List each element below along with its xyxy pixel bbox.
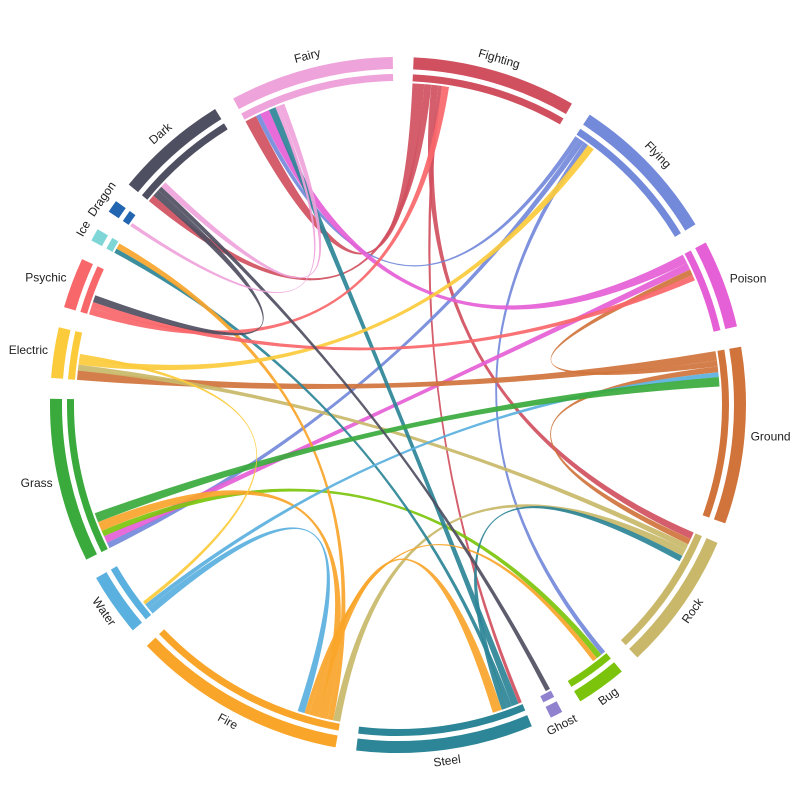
inner-arc-grass	[67, 399, 108, 553]
label-poison: Poison	[730, 271, 767, 285]
label-fire: Fire	[215, 710, 240, 732]
outer-arc-poison	[695, 242, 737, 330]
ribbon-fire-bug	[304, 544, 597, 715]
outer-arc-ghost	[545, 701, 563, 718]
ribbon-fire-grass	[98, 490, 341, 720]
ribbon-ground-poison	[550, 269, 718, 375]
inner-arc-electric	[68, 331, 83, 380]
inner-arc-ice	[106, 237, 119, 252]
label-grass: Grass	[21, 476, 53, 490]
ribbon-layer	[76, 83, 720, 722]
ribbon-electric-water	[79, 354, 258, 605]
ribbon-dark-psychic	[92, 190, 264, 336]
inner-arc-steel	[358, 704, 526, 737]
inner-arc-bug	[567, 653, 611, 687]
inner-arc-dragon	[122, 211, 136, 225]
label-ghost: Ghost	[544, 711, 579, 738]
outer-arc-rock	[629, 538, 718, 658]
label-ice: Ice	[73, 218, 93, 239]
label-layer: FightingFlyingPoisonGroundRockBugGhostSt…	[9, 46, 791, 770]
ribbon-poison-grass	[103, 263, 691, 543]
outer-arc-ice	[91, 229, 108, 247]
label-fighting: Fighting	[477, 46, 522, 71]
inner-arc-dark	[141, 123, 228, 200]
outer-arc-grass	[50, 398, 97, 560]
outer-arc-fairy	[233, 57, 393, 110]
ribbon-fighting-steel	[428, 85, 522, 704]
inner-arc-fairy	[241, 74, 394, 120]
outer-arc-flying	[583, 114, 696, 231]
outer-arc-psychic	[64, 259, 93, 311]
inner-arc-rock	[620, 533, 702, 646]
outer-arc-fighting	[413, 57, 572, 114]
inner-arc-poison	[684, 250, 721, 332]
inner-arc-layer	[67, 74, 729, 737]
label-psychic: Psychic	[25, 271, 66, 285]
outer-arc-dark	[128, 108, 222, 193]
ribbon-bug-grass	[101, 488, 602, 659]
ribbon-ground-electric	[76, 351, 717, 389]
label-electric: Electric	[9, 343, 48, 357]
label-fairy: Fairy	[293, 46, 322, 66]
outer-arc-water	[96, 572, 142, 631]
inner-arc-flying	[576, 128, 681, 237]
inner-arc-fire	[159, 629, 340, 731]
ribbon-fighting-fairy	[245, 83, 425, 255]
outer-arc-fire	[146, 637, 338, 748]
ribbon-flying-fairy	[256, 113, 580, 267]
inner-arc-fighting	[412, 74, 564, 125]
outer-arc-bug	[574, 662, 622, 702]
ribbon-water-fire	[148, 527, 330, 714]
inner-arc-psychic	[80, 266, 104, 314]
outer-arc-ground	[713, 346, 746, 524]
label-ground: Ground	[751, 429, 791, 443]
inner-arc-ground	[702, 349, 729, 518]
ribbon-steel-fairy	[268, 107, 519, 707]
outer-arc-electric	[51, 327, 71, 379]
label-steel: Steel	[433, 752, 462, 770]
outer-arc-steel	[356, 715, 532, 753]
inner-arc-water	[110, 566, 152, 620]
outer-arc-dragon	[108, 201, 126, 219]
outer-arc-layer	[50, 57, 746, 753]
inner-arc-ghost	[540, 690, 555, 703]
